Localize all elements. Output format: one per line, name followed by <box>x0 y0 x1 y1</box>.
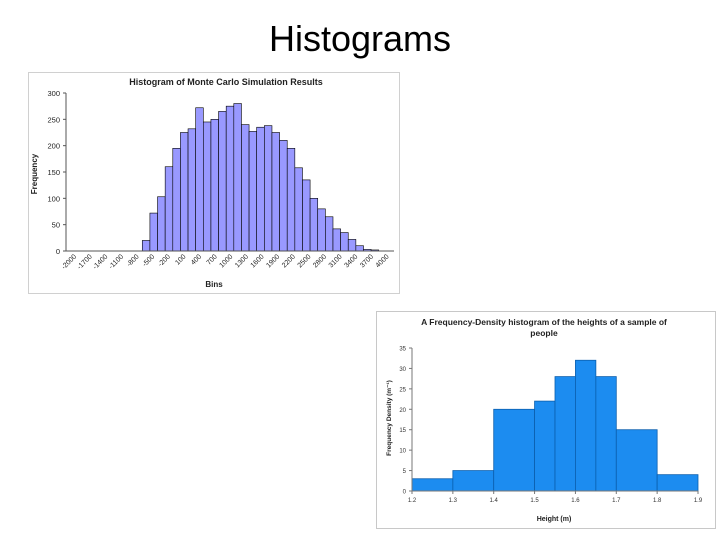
histogram-bar <box>225 105 235 252</box>
histogram-bar <box>534 400 556 492</box>
x-tick-label: 1.8 <box>653 498 662 504</box>
x-tick-label: 1.5 <box>530 498 539 504</box>
histogram-bar <box>309 198 319 252</box>
histogram-bar <box>575 359 597 492</box>
histogram-bar <box>615 429 658 492</box>
histogram-bar <box>325 216 334 252</box>
histogram-bar <box>180 132 189 252</box>
histogram-bar <box>256 126 265 252</box>
histogram-bar <box>195 107 204 252</box>
histogram-bar <box>172 148 181 252</box>
chart-title: A Frequency-Density histogram of the hei… <box>421 317 667 338</box>
y-tick-label: 0 <box>403 490 407 496</box>
x-axis-label: Bins <box>205 280 223 289</box>
histogram-bar <box>233 103 242 252</box>
histogram-bar <box>279 140 288 252</box>
y-tick-label: 35 <box>399 347 406 353</box>
y-tick-label: 0 <box>56 247 60 256</box>
histogram-bar <box>164 166 174 252</box>
histogram-bar <box>554 376 576 492</box>
y-tick-label: 25 <box>399 387 406 393</box>
histogram-bar <box>347 239 357 252</box>
x-tick-label: 1.9 <box>694 498 703 504</box>
y-tick-label: 200 <box>47 142 60 151</box>
frequency-density-histogram: A Frequency-Density histogram of the hei… <box>376 311 716 529</box>
histogram-bar <box>317 208 326 252</box>
histogram-bar <box>452 470 495 492</box>
histogram-bar <box>340 232 349 252</box>
histogram-bar <box>294 167 303 252</box>
y-tick-label: 250 <box>47 115 60 124</box>
histogram-bar <box>218 111 227 252</box>
y-tick-label: 10 <box>399 449 406 455</box>
histogram-bar <box>411 478 454 492</box>
histogram-bar <box>595 376 617 492</box>
y-tick-label: 300 <box>47 89 60 98</box>
histogram-bar <box>248 131 258 252</box>
slide-title: Histograms <box>268 18 452 59</box>
histogram-bar <box>149 212 158 252</box>
y-tick-label: 50 <box>52 221 60 230</box>
histogram-bar <box>264 125 273 252</box>
monte-carlo-histogram: Histogram of Monte Carlo Simulation Resu… <box>28 72 400 294</box>
y-tick-label: 150 <box>47 168 60 177</box>
y-tick-label: 100 <box>47 194 60 203</box>
x-tick-label: 1.4 <box>490 498 499 504</box>
histogram-bar <box>286 148 296 252</box>
histogram-bar <box>271 132 280 252</box>
histogram-bar <box>141 240 151 252</box>
histogram-bar <box>302 179 311 252</box>
x-tick-label: 1.2 <box>408 498 417 504</box>
histogram-bar <box>656 474 699 492</box>
histogram-bar <box>210 119 219 252</box>
x-tick-label: 1.7 <box>612 498 621 504</box>
bars <box>411 359 699 492</box>
x-tick-label: 1.3 <box>449 498 458 504</box>
histogram-bar <box>187 128 196 252</box>
histogram-bar <box>332 228 341 252</box>
histogram-bar <box>203 121 212 252</box>
y-axis-label: Frequency Density (m⁻¹) <box>386 380 393 456</box>
chart-title: Histogram of Monte Carlo Simulation Resu… <box>129 77 323 87</box>
y-tick-label: 20 <box>399 408 406 414</box>
x-tick-label: 1.6 <box>571 498 580 504</box>
y-axis-label: Frequency <box>30 153 39 194</box>
histogram-bar <box>241 124 250 252</box>
y-tick-label: 15 <box>399 428 406 434</box>
y-tick-label: 5 <box>403 469 407 475</box>
y-tick-label: 30 <box>399 367 406 373</box>
histogram-bar <box>157 196 166 252</box>
histogram-bar <box>493 408 535 492</box>
histogram-bar <box>355 245 364 252</box>
y-ticks: 0 50 100 150 200 250 300 <box>47 89 66 256</box>
x-axis-label: Height (m) <box>537 516 572 523</box>
